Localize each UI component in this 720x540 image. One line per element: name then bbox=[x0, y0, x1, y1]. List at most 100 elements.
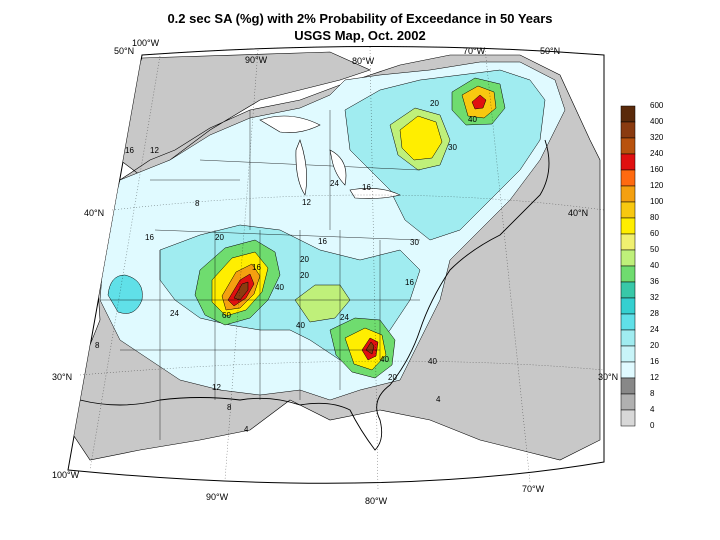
lat-label-left: 30°N bbox=[52, 372, 73, 382]
contour-label: 30 bbox=[448, 143, 457, 152]
legend-tick-label: 600 bbox=[650, 101, 664, 110]
legend-tick-label: 60 bbox=[650, 229, 659, 238]
legend-swatch bbox=[620, 265, 636, 283]
contour-label: 40 bbox=[468, 115, 477, 124]
legend-color-bar bbox=[620, 105, 636, 427]
contour-label: 16 bbox=[145, 233, 154, 242]
map-title: 0.2 sec SA (%g) with 2% Probability of E… bbox=[0, 10, 720, 44]
legend-tick-label: 240 bbox=[650, 149, 664, 158]
lat-label-left: 50°N bbox=[114, 46, 135, 56]
contour-label: 16 bbox=[405, 278, 414, 287]
legend-swatch bbox=[620, 377, 636, 395]
legend-tick-label: 12 bbox=[650, 373, 659, 382]
legend-swatch bbox=[620, 121, 636, 139]
legend-tick-label: 50 bbox=[650, 245, 659, 254]
legend-tick-label: 32 bbox=[650, 293, 659, 302]
legend-swatch bbox=[620, 393, 636, 411]
contour-label: 16 bbox=[252, 263, 261, 272]
lon-label-top: 70°W bbox=[463, 46, 486, 56]
legend-tick-label: 400 bbox=[650, 117, 664, 126]
lat-label-right: 50°N bbox=[540, 46, 561, 56]
contour-label: 60 bbox=[222, 311, 231, 320]
contour-label: 24 bbox=[170, 309, 179, 318]
hazard-zone-brown-nmsz bbox=[233, 281, 249, 301]
contour-label: 8 bbox=[95, 341, 100, 350]
legend-tick-label: 28 bbox=[650, 309, 659, 318]
legend-tick-label: 320 bbox=[650, 133, 664, 142]
contour-label: 4 bbox=[436, 395, 441, 404]
contour-label: 12 bbox=[212, 383, 221, 392]
legend-tick-label: 0 bbox=[650, 421, 655, 430]
contour-label: 30 bbox=[410, 238, 419, 247]
graticule bbox=[79, 46, 605, 491]
contour-label: 8 bbox=[227, 403, 232, 412]
lon-label-top: 80°W bbox=[352, 56, 375, 66]
lon-label-bottom: 70°W bbox=[522, 484, 545, 494]
legend-swatch bbox=[620, 249, 636, 267]
state-boundaries bbox=[100, 110, 421, 440]
legend-tick-label: 120 bbox=[650, 181, 664, 190]
legend-swatch bbox=[620, 169, 636, 187]
lat-label-right: 40°N bbox=[568, 208, 589, 218]
legend-swatch bbox=[620, 281, 636, 299]
legend-swatch bbox=[620, 153, 636, 171]
hazard-zone-red-charlevoix bbox=[471, 94, 487, 110]
contour-labels: 8 12 16 20 24 30 40 40 16 20 12 16 16 8 … bbox=[95, 99, 477, 434]
legend-swatch bbox=[620, 345, 636, 363]
lon-label-bottom: 90°W bbox=[206, 492, 229, 502]
legend-tick-label: 40 bbox=[650, 261, 659, 270]
legend-tick-label: 160 bbox=[650, 165, 664, 174]
hazard-zone-brown-sc bbox=[365, 341, 375, 355]
coastline bbox=[79, 139, 550, 451]
contour-label: 40 bbox=[428, 357, 437, 366]
legend-tick-label: 24 bbox=[650, 325, 659, 334]
legend-swatch bbox=[620, 233, 636, 251]
contour-label: 12 bbox=[302, 198, 311, 207]
contour-label: 20 bbox=[300, 255, 309, 264]
legend-tick-label: 8 bbox=[650, 389, 655, 398]
hazard-zone-cyan-west bbox=[107, 274, 143, 314]
legend-swatch bbox=[620, 313, 636, 331]
contour-label: 16 bbox=[362, 183, 371, 192]
legend-swatch bbox=[620, 105, 636, 123]
contour-label: 24 bbox=[340, 313, 349, 322]
great-lakes bbox=[259, 115, 401, 199]
lon-label-bottom: 80°W bbox=[365, 496, 388, 506]
contour-label: 20 bbox=[388, 373, 397, 382]
legend-swatch bbox=[620, 409, 636, 427]
legend-swatch bbox=[620, 217, 636, 235]
contour-label: 20 bbox=[430, 99, 439, 108]
contour-label: 40 bbox=[296, 321, 305, 330]
contour-label: 20 bbox=[215, 233, 224, 242]
contour-label: 12 bbox=[150, 146, 159, 155]
contour-label: 20 bbox=[300, 271, 309, 280]
contour-label: 8 bbox=[195, 199, 200, 208]
contour-label: 16 bbox=[125, 146, 134, 155]
contour-label: 16 bbox=[318, 237, 327, 246]
legend-swatch bbox=[620, 361, 636, 379]
hazard-zone-yellow-quebec bbox=[399, 115, 443, 161]
lat-label-right: 30°N bbox=[598, 372, 619, 382]
legend-swatch bbox=[620, 137, 636, 155]
lat-label-left: 40°N bbox=[84, 208, 105, 218]
lon-label-bottom: 100°W bbox=[52, 470, 80, 480]
legend-tick-label: 36 bbox=[650, 277, 659, 286]
lon-label-top: 100°W bbox=[132, 38, 160, 48]
legend-tick-label: 16 bbox=[650, 357, 659, 366]
legend-tick-label: 20 bbox=[650, 341, 659, 350]
legend-tick-label: 80 bbox=[650, 213, 659, 222]
contour-label: 40 bbox=[275, 283, 284, 292]
legend-swatch bbox=[620, 201, 636, 219]
lon-label-top: 90°W bbox=[245, 55, 268, 65]
contour-label: 4 bbox=[244, 425, 249, 434]
legend-tick-label: 100 bbox=[650, 197, 664, 206]
legend-swatch bbox=[620, 297, 636, 315]
title-line-1: 0.2 sec SA (%g) with 2% Probability of E… bbox=[167, 11, 553, 26]
contour-label: 24 bbox=[330, 179, 339, 188]
legend-swatch bbox=[620, 329, 636, 347]
title-line-2: USGS Map, Oct. 2002 bbox=[294, 28, 426, 43]
legend-tick-label: 4 bbox=[650, 405, 655, 414]
legend-swatch bbox=[620, 185, 636, 203]
contour-label: 40 bbox=[380, 355, 389, 364]
